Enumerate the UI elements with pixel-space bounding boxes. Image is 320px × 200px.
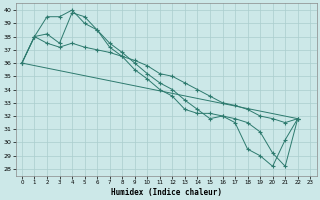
X-axis label: Humidex (Indice chaleur): Humidex (Indice chaleur) xyxy=(111,188,221,197)
